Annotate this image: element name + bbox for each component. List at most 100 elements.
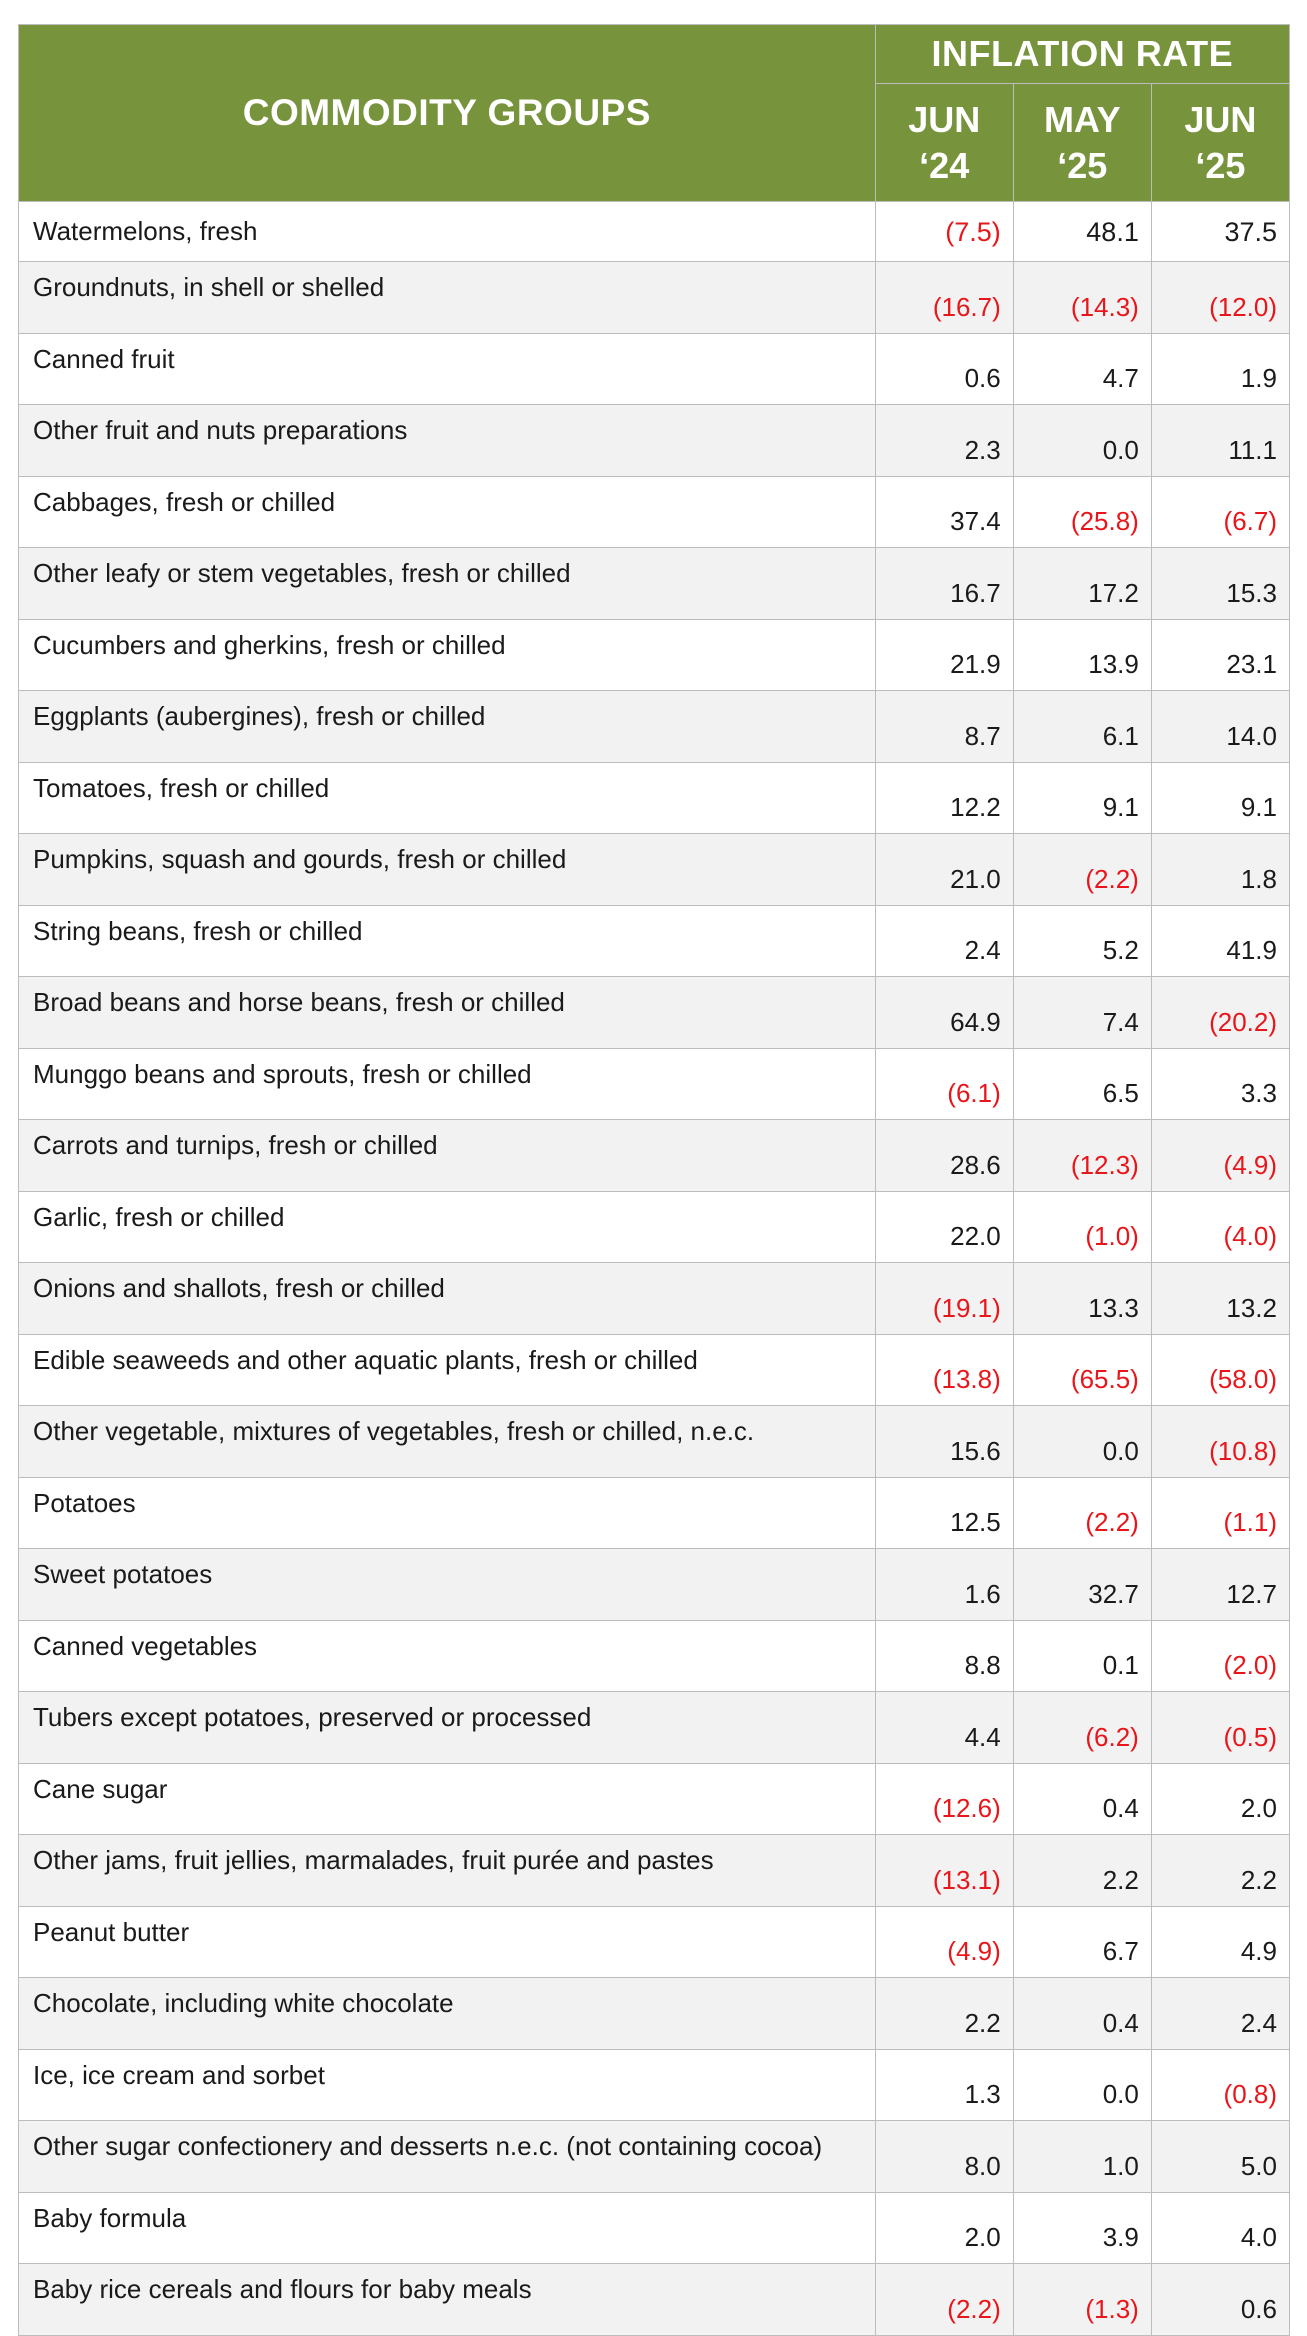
value-jun-24: 22.0 — [874, 1190, 1014, 1263]
table-row: Ice, ice cream and sorbet 1.3 0.0 (0.8) — [18, 2048, 1291, 2121]
table-row: Watermelons, fresh (7.5) 48.1 37.5 — [18, 201, 1291, 262]
value-may-25: 6.1 — [1012, 690, 1152, 763]
commodity-name: Pumpkins, squash and gourds, fresh or ch… — [18, 833, 876, 906]
value-may-25: 4.7 — [1012, 332, 1152, 405]
value-may-25: 17.2 — [1012, 547, 1152, 620]
commodity-name: Ice, ice cream and sorbet — [18, 2048, 876, 2121]
table-row: Edible seaweeds and other aquatic plants… — [18, 1333, 1291, 1406]
table-row: Munggo beans and sprouts, fresh or chill… — [18, 1047, 1291, 1120]
commodity-name: Cane sugar — [18, 1762, 876, 1835]
table-row: Tomatoes, fresh or chilled 12.2 9.1 9.1 — [18, 761, 1291, 834]
value-may-25: (14.3) — [1012, 261, 1152, 334]
commodity-name: Edible seaweeds and other aquatic plants… — [18, 1333, 876, 1406]
value-jun-24: 4.4 — [874, 1691, 1014, 1764]
table-row: Groundnuts, in shell or shelled (16.7) (14… — [18, 261, 1291, 334]
commodity-name: Groundnuts, in shell or shelled — [18, 261, 876, 334]
value-may-25: 6.5 — [1012, 1047, 1152, 1120]
inflation-table: Watermelons, fresh (7.5) 48.1 37.5 COMMO… — [18, 23, 1291, 2336]
value-jun-25: 23.1 — [1150, 618, 1291, 691]
table-row: Other fruit and nuts preparations 2.3 0.0 1… — [18, 404, 1291, 477]
value-jun-24: 2.3 — [874, 404, 1014, 477]
value-jun-24: (4.9) — [874, 1905, 1014, 1978]
value-may-25: 32.7 — [1012, 1548, 1152, 1621]
commodity-name: Baby formula — [18, 2191, 876, 2264]
table-row: Other jams, fruit jellies, marmalades, f… — [18, 1834, 1291, 1907]
table-row: Baby rice cereals and flours for baby me… — [18, 2263, 1291, 2336]
value-jun-24: (13.8) — [874, 1333, 1014, 1406]
value-jun-25: 37.5 — [1150, 201, 1291, 262]
value-jun-25: 1.9 — [1150, 332, 1291, 405]
value-jun-25: (4.9) — [1150, 1119, 1291, 1192]
value-jun-25: 9.1 — [1150, 761, 1291, 834]
value-jun-25: 0.6 — [1150, 2263, 1291, 2336]
value-may-25: 0.1 — [1012, 1619, 1152, 1692]
value-jun-24: (6.1) — [874, 1047, 1014, 1120]
value-may-25: 3.9 — [1012, 2191, 1152, 2264]
value-may-25: (1.0) — [1012, 1190, 1152, 1263]
table-row: Cabbages, fresh or chilled 37.4 (25.8) (6.7… — [18, 475, 1291, 548]
commodity-groups-header: COMMODITY GROUPS — [18, 24, 876, 202]
period-month: JUN — [1184, 98, 1257, 140]
commodity-name: Munggo beans and sprouts, fresh or chill… — [18, 1047, 876, 1120]
value-jun-25: (10.8) — [1150, 1405, 1291, 1478]
value-may-25: 0.4 — [1012, 1762, 1152, 1835]
commodity-name: Cucumbers and gherkins, fresh or chilled — [18, 618, 876, 691]
value-jun-24: 1.6 — [874, 1548, 1014, 1621]
value-jun-24: 0.6 — [874, 332, 1014, 405]
value-jun-24: (19.1) — [874, 1262, 1014, 1335]
inflation-table-container: Watermelons, fresh (7.5) 48.1 37.5 COMMO… — [18, 23, 1291, 2336]
value-jun-24: 21.9 — [874, 618, 1014, 691]
commodity-name: Peanut butter — [18, 1905, 876, 1978]
value-jun-24: 12.2 — [874, 761, 1014, 834]
value-may-25: 7.4 — [1012, 976, 1152, 1049]
commodity-name: Watermelons, fresh — [18, 201, 876, 262]
value-jun-24: 8.8 — [874, 1619, 1014, 1692]
value-jun-24: (7.5) — [874, 201, 1014, 262]
period-header-may-25: MAY ‘25 — [1012, 83, 1152, 202]
value-jun-25: (0.5) — [1150, 1691, 1291, 1764]
commodity-name: Eggplants (aubergines), fresh or chilled — [18, 690, 876, 763]
value-jun-24: 16.7 — [874, 547, 1014, 620]
value-jun-24: 15.6 — [874, 1405, 1014, 1478]
commodity-name: Canned vegetables — [18, 1619, 876, 1692]
value-may-25: (65.5) — [1012, 1333, 1152, 1406]
value-may-25: (2.2) — [1012, 1476, 1152, 1549]
value-jun-24: (13.1) — [874, 1834, 1014, 1907]
table-row: Carrots and turnips, fresh or chilled 28.… — [18, 1119, 1291, 1192]
commodity-name: Tubers except potatoes, preserved or pro… — [18, 1691, 876, 1764]
value-may-25: 0.4 — [1012, 1977, 1152, 2050]
value-jun-24: (2.2) — [874, 2263, 1014, 2336]
table-row: Sweet potatoes 1.6 32.7 12.7 — [18, 1548, 1291, 1621]
table-header: COMMODITY GROUPS INFLATION RATE JUN ‘24 … — [18, 23, 1291, 202]
table-row: Broad beans and horse beans, fresh or ch… — [18, 976, 1291, 1049]
value-jun-25: 14.0 — [1150, 690, 1291, 763]
period-year: ‘25 — [1195, 144, 1246, 186]
table-row: Eggplants (aubergines), fresh or chilled… — [18, 690, 1291, 763]
value-jun-24: 21.0 — [874, 833, 1014, 906]
value-jun-25: (2.0) — [1150, 1619, 1291, 1692]
value-may-25: (2.2) — [1012, 833, 1152, 906]
value-jun-25: 12.7 — [1150, 1548, 1291, 1621]
commodity-name: Other sugar confectionery and desserts n… — [18, 2120, 876, 2193]
commodity-name: Cabbages, fresh or chilled — [18, 475, 876, 548]
table-row: Pumpkins, squash and gourds, fresh or ch… — [18, 833, 1291, 906]
commodity-name: Canned fruit — [18, 332, 876, 405]
value-jun-25: (1.1) — [1150, 1476, 1291, 1549]
commodity-name: String beans, fresh or chilled — [18, 904, 876, 977]
value-jun-25: 2.2 — [1150, 1834, 1291, 1907]
period-header-jun-25: JUN ‘25 — [1150, 83, 1291, 202]
period-header-jun-24: JUN ‘24 — [874, 83, 1014, 202]
table-row: Other leafy or stem vegetables, fresh or… — [18, 547, 1291, 620]
value-jun-25: 13.2 — [1150, 1262, 1291, 1335]
value-jun-24: 37.4 — [874, 475, 1014, 548]
value-jun-25: (0.8) — [1150, 2048, 1291, 2121]
value-jun-24: 8.7 — [874, 690, 1014, 763]
commodity-name: Baby rice cereals and flours for baby me… — [18, 2263, 876, 2336]
table-row: Baby formula 2.0 3.9 4.0 — [18, 2191, 1291, 2264]
commodity-name: Garlic, fresh or chilled — [18, 1190, 876, 1263]
table-row: Canned fruit 0.6 4.7 1.9 — [18, 332, 1291, 405]
value-may-25: 13.9 — [1012, 618, 1152, 691]
commodity-name: Sweet potatoes — [18, 1548, 876, 1621]
value-jun-24: 64.9 — [874, 976, 1014, 1049]
value-jun-25: (4.0) — [1150, 1190, 1291, 1263]
